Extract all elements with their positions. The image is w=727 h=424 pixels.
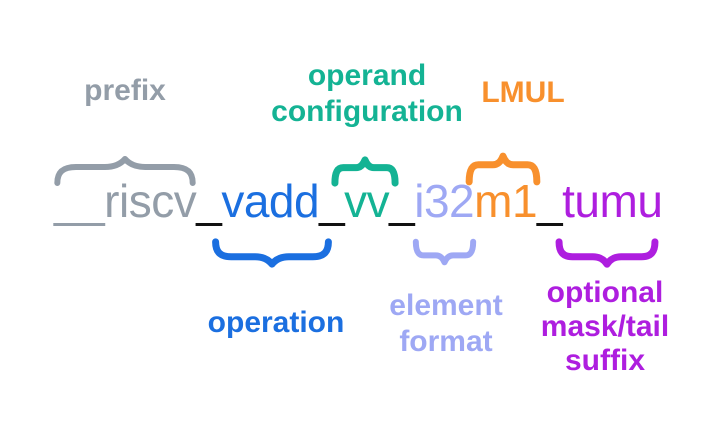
token-separator: _ [389, 175, 415, 227]
mask-tail-suffix-label-line1: optional [546, 276, 664, 309]
operand-configuration-label-line1: operand [307, 59, 427, 92]
element-format-brace-path [416, 242, 473, 263]
lmul-brace [467, 154, 539, 184]
token-separator: _ [196, 175, 222, 227]
token-operation: vadd [221, 175, 320, 227]
token-element-format: i32 [414, 175, 475, 227]
operation-label: operation [207, 306, 345, 339]
token-prefix: __riscv [54, 175, 197, 227]
mask-tail-suffix-brace-path [559, 242, 655, 264]
element-format-label-line2: format [399, 325, 493, 358]
token-lmul: m1 [474, 175, 538, 227]
mask-tail-suffix-brace [556, 240, 658, 266]
token-separator: _ [537, 175, 563, 227]
mask-tail-suffix-label-line2: mask/tail [540, 310, 670, 343]
operation-brace-path [216, 242, 329, 264]
operand-configuration-brace [333, 158, 397, 185]
operation-brace [212, 240, 332, 266]
operand-configuration-label-line2: configuration [271, 95, 463, 128]
element-format-label: element format [389, 288, 502, 360]
token-operand-configuration: vv [344, 175, 390, 227]
lmul-label: LMUL [481, 76, 565, 109]
prefix-label: prefix [84, 74, 166, 107]
element-format-brace [414, 240, 475, 264]
prefix-brace [53, 157, 197, 185]
mask-tail-suffix-label: optional mask/tail suffix [541, 276, 669, 378]
operand-configuration-label: operand configuration [271, 58, 463, 130]
token-separator: _ [319, 175, 345, 227]
lmul-brace-path [469, 156, 537, 182]
token-mask-tail-suffix: tumu [562, 175, 663, 227]
operand-configuration-brace-path [335, 160, 395, 183]
prefix-brace-path [57, 159, 192, 183]
mask-tail-suffix-label-line3: suffix [564, 344, 646, 377]
intrinsic-name: __riscv_vadd_vv_i32m1_tumu [54, 175, 663, 227]
element-format-label-line1: element [389, 289, 503, 322]
